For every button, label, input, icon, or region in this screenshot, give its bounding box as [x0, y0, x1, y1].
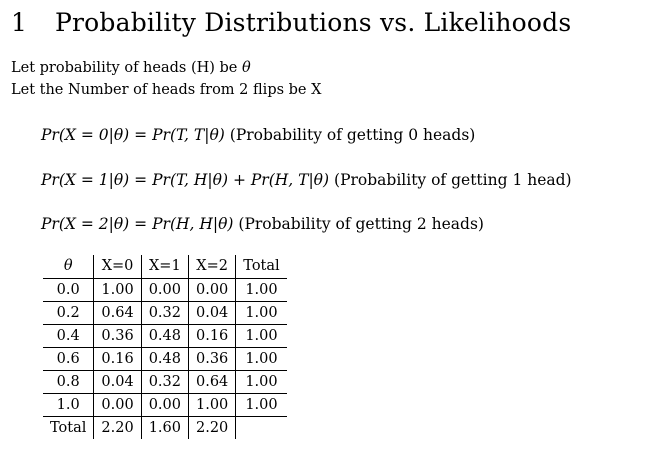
intro-line-1: Let probability of heads (H) be θ: [11, 60, 251, 76]
cell-x1: 0.48: [140, 324, 189, 348]
header-x2: X=2: [187, 255, 236, 279]
header-theta: θ: [43, 255, 94, 279]
cell-x2: 1.00: [187, 393, 236, 417]
cell-total: 1.00: [235, 301, 287, 325]
cell-total: 1.00: [235, 278, 287, 302]
cell-x1: 0.00: [140, 278, 189, 302]
intro-line-1-text: Let probability of heads (H) be: [11, 60, 242, 76]
equation-2-equals: =: [134, 171, 148, 189]
cell-total: 1.00: [235, 393, 287, 417]
header-x1: X=1: [140, 255, 189, 279]
cell-x1: 0.00: [140, 393, 189, 417]
total-x0: 2.20: [93, 416, 142, 439]
cell-x0: 1.00: [93, 278, 142, 302]
intro-line-2: Let the Number of heads from 2 flips be …: [11, 82, 321, 98]
table-row: 0.4 0.36 0.48 0.16 1.00: [43, 324, 287, 348]
cell-theta: 0.0: [43, 278, 94, 302]
probability-table: θ X=0 X=1 X=2 Total 0.0 1.00 0.00 0.00 1…: [43, 255, 287, 439]
equation-1: Pr(X = 0|θ) = Pr(T, T|θ) (Probability of…: [41, 126, 475, 144]
intro-line-2-text: Let the Number of heads from 2 flips be …: [11, 82, 322, 98]
equation-2: Pr(X = 1|θ) = Pr(T, H|θ) + Pr(H, T|θ) (P…: [41, 171, 572, 189]
cell-theta: 0.8: [43, 370, 94, 394]
table-header-row: θ X=0 X=1 X=2 Total: [43, 255, 287, 279]
equation-2-lhs: Pr(X = 1|θ): [41, 171, 130, 189]
cell-x2: 0.36: [187, 347, 236, 371]
cell-theta: 0.6: [43, 347, 94, 371]
header-x0: X=0: [93, 255, 142, 279]
equation-3-lhs: Pr(X = 2|θ): [41, 215, 130, 233]
total-x1: 1.60: [140, 416, 189, 439]
cell-x0: 0.04: [93, 370, 142, 394]
cell-theta: 0.4: [43, 324, 94, 348]
cell-total: 1.00: [235, 324, 287, 348]
equation-3-note: (Probability of getting 2 heads): [238, 215, 484, 233]
cell-x2: 0.04: [187, 301, 236, 325]
cell-x1: 0.32: [140, 301, 189, 325]
table-row: 0.0 1.00 0.00 0.00 1.00: [43, 278, 287, 302]
cell-x2: 0.16: [187, 324, 236, 348]
equation-3: Pr(X = 2|θ) = Pr(H, H|θ) (Probability of…: [41, 215, 484, 233]
cell-total: 1.00: [235, 370, 287, 394]
cell-total: 1.00: [235, 347, 287, 371]
cell-x1: 0.32: [140, 370, 189, 394]
total-x2: 2.20: [187, 416, 236, 439]
header-total: Total: [235, 255, 287, 279]
cell-x0: 0.00: [93, 393, 142, 417]
theta-symbol: θ: [241, 60, 251, 76]
table-row: 0.6 0.16 0.48 0.36 1.00: [43, 347, 287, 371]
section-number: 1: [11, 8, 28, 37]
cell-x2: 0.00: [187, 278, 236, 302]
table-row: 1.0 0.00 0.00 1.00 1.00: [43, 393, 287, 417]
equation-1-equals: =: [134, 126, 148, 144]
cell-x2: 0.64: [187, 370, 236, 394]
cell-x0: 0.64: [93, 301, 142, 325]
table-row: 0.2 0.64 0.32 0.04 1.00: [43, 301, 287, 325]
equation-2-note: (Probability of getting 1 head): [334, 171, 572, 189]
total-total-empty: [235, 416, 287, 439]
equation-1-note: (Probability of getting 0 heads): [229, 126, 476, 144]
equation-3-rhs: Pr(H, H|θ): [152, 215, 234, 233]
section-heading: 1 Probability Distributions vs. Likelihoo…: [11, 8, 571, 37]
equation-2-rhs: Pr(T, H|θ) + Pr(H, T|θ): [152, 171, 330, 189]
equation-3-equals: =: [134, 215, 148, 233]
table-totals-row: Total 2.20 1.60 2.20: [43, 416, 287, 439]
cell-x1: 0.48: [140, 347, 189, 371]
table-row: 0.8 0.04 0.32 0.64 1.00: [43, 370, 287, 394]
totals-label: Total: [50, 420, 87, 436]
cell-theta: 0.2: [43, 301, 94, 325]
cell-theta: 1.0: [43, 393, 94, 417]
equation-1-lhs: Pr(X = 0|θ): [41, 126, 130, 144]
equation-1-rhs: Pr(T, T|θ): [152, 126, 225, 144]
cell-x0: 0.36: [93, 324, 142, 348]
section-title-text: Probability Distributions vs. Likelihood…: [55, 8, 572, 37]
cell-x0: 0.16: [93, 347, 142, 371]
